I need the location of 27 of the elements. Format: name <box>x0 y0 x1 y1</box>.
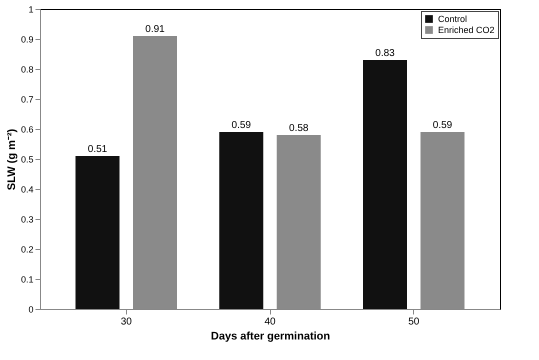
legend-label: Control <box>438 14 468 24</box>
data-label: 0.59 <box>232 120 252 131</box>
data-label: 0.58 <box>289 123 309 134</box>
y-tick-label: 0.6 <box>20 124 34 134</box>
y-tick-label: 0.5 <box>20 154 34 164</box>
y-tick-label: 0.3 <box>20 214 34 224</box>
x-tick-label: 30 <box>120 316 132 328</box>
legend-label: Enriched CO2 <box>438 25 495 35</box>
y-tick-label: 0.4 <box>20 184 34 194</box>
x-tick-label: 40 <box>264 316 276 328</box>
bar <box>363 60 407 309</box>
y-axis-title: SLW (g m⁻²) <box>6 128 18 190</box>
data-label: 0.83 <box>375 48 396 59</box>
y-tick-label: 0.2 <box>20 244 34 254</box>
y-tick-label: 0.9 <box>20 34 34 44</box>
data-label: 0.51 <box>88 144 108 155</box>
x-tick-label: 50 <box>408 316 420 328</box>
x-axis-title: Days after germination <box>210 330 330 342</box>
y-tick-label: 0 <box>28 304 34 314</box>
bar <box>219 132 264 309</box>
data-label: 0.59 <box>432 120 453 131</box>
y-tick-label: 0.1 <box>20 274 34 284</box>
data-label: 0.91 <box>145 24 166 35</box>
y-tick-label: 1 <box>28 4 34 14</box>
bar <box>76 156 120 309</box>
y-tick-label: 0.7 <box>20 94 34 104</box>
y-tick-label: 0.8 <box>20 64 34 74</box>
